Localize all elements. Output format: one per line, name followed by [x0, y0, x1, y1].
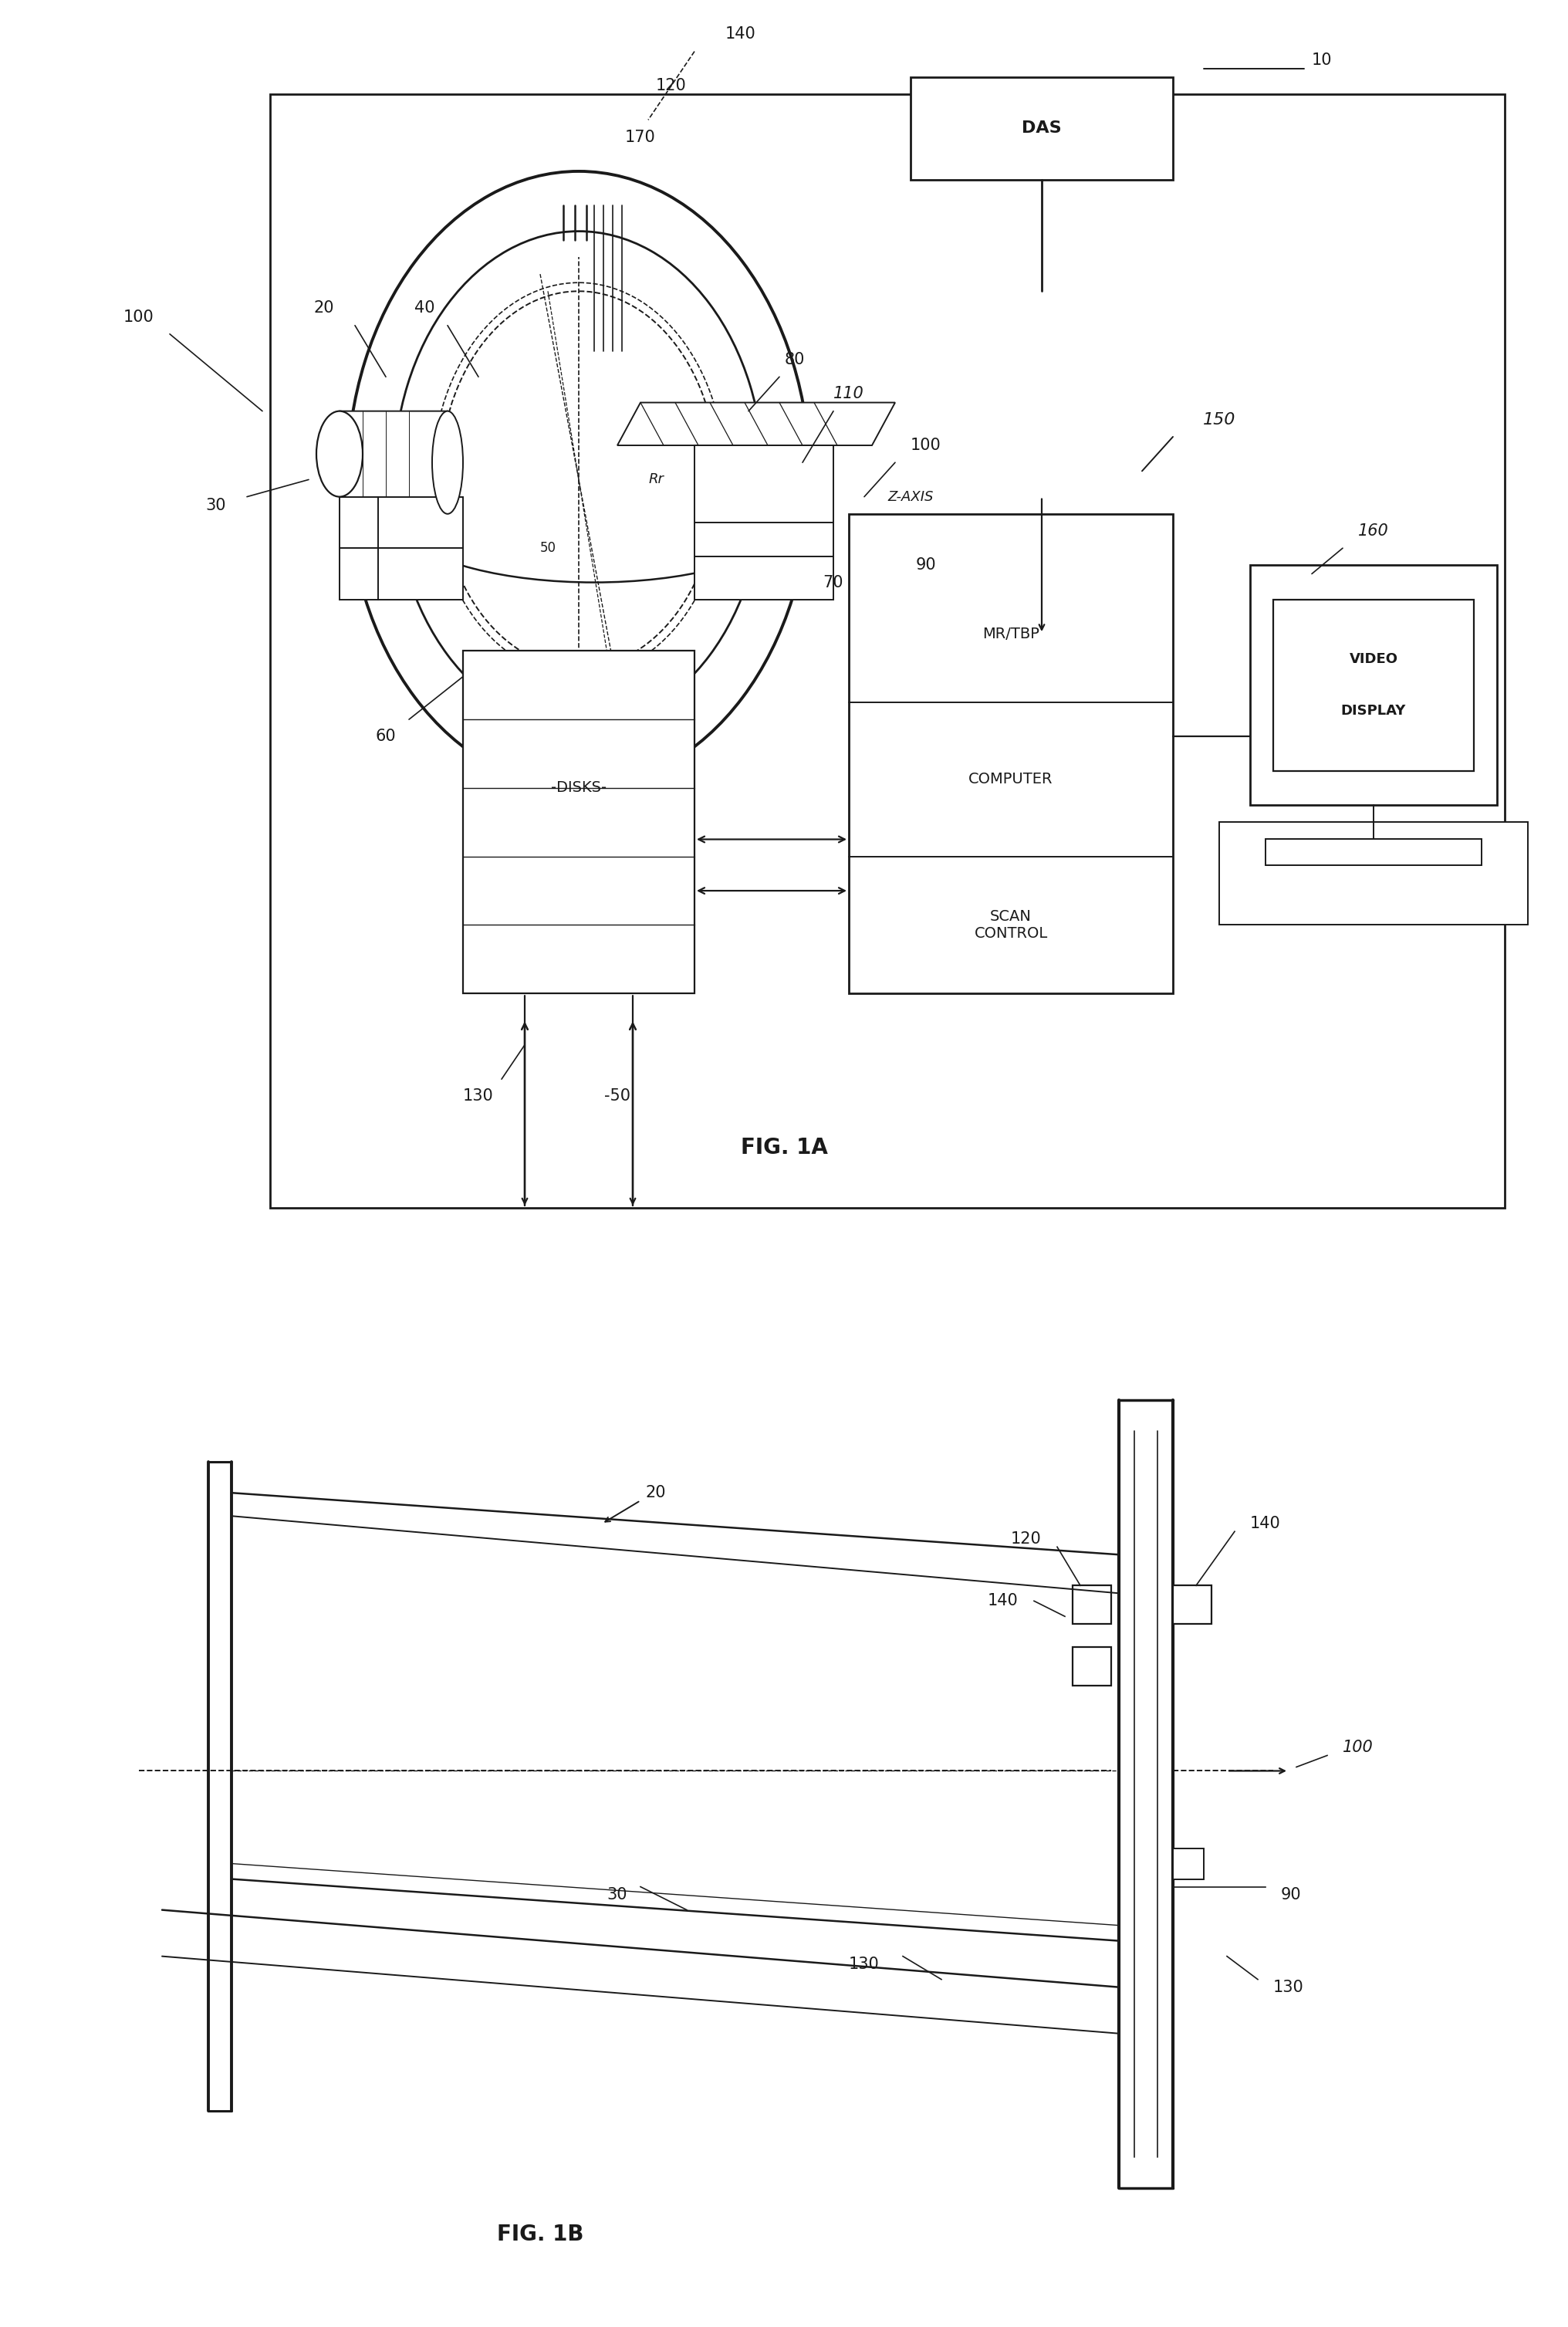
Text: -DISKS-: -DISKS-	[550, 780, 607, 796]
Text: DAS: DAS	[1022, 121, 1062, 137]
Bar	[1073, 1585, 1112, 1624]
Bar	[695, 444, 833, 600]
Text: 140: 140	[1250, 1515, 1281, 1531]
Bar	[270, 93, 1505, 1208]
Text: 80: 80	[784, 351, 804, 368]
Text: 30: 30	[205, 498, 226, 512]
Circle shape	[1290, 773, 1319, 803]
Text: 50: 50	[539, 542, 557, 556]
Text: Z-AXIS: Z-AXIS	[887, 489, 933, 503]
Text: Rr: Rr	[648, 472, 663, 486]
Ellipse shape	[317, 412, 362, 496]
Bar	[1250, 565, 1497, 805]
Text: 160: 160	[1358, 524, 1389, 540]
Bar	[1265, 840, 1482, 866]
Text: 100: 100	[124, 309, 154, 323]
Text: 120: 120	[1011, 1531, 1041, 1547]
Bar	[1173, 1848, 1204, 1878]
Bar	[1073, 1648, 1112, 1687]
Bar	[1273, 600, 1474, 770]
Text: 10: 10	[1312, 51, 1333, 67]
Text: 140: 140	[726, 26, 756, 42]
Text: DISPLAY: DISPLAY	[1341, 705, 1406, 717]
Text: 130: 130	[1273, 1980, 1305, 1994]
Bar	[848, 514, 1173, 994]
Text: 90: 90	[916, 558, 936, 572]
Text: 100: 100	[911, 437, 941, 454]
Text: 170: 170	[626, 130, 655, 144]
Text: 140: 140	[988, 1594, 1019, 1608]
Text: FIG. 1A: FIG. 1A	[740, 1138, 828, 1159]
Text: SCAN
CONTROL: SCAN CONTROL	[974, 910, 1047, 940]
Bar	[1173, 1585, 1212, 1624]
Text: 100: 100	[1342, 1741, 1374, 1755]
Text: 120: 120	[655, 77, 687, 93]
Text: 40: 40	[414, 300, 434, 316]
Text: FIG. 1B: FIG. 1B	[497, 2225, 583, 2246]
Text: 130: 130	[848, 1957, 880, 1971]
Ellipse shape	[433, 412, 463, 514]
Bar	[340, 496, 463, 600]
Text: 130: 130	[463, 1089, 494, 1103]
Polygon shape	[618, 403, 895, 444]
Polygon shape	[340, 412, 447, 514]
Text: MR/TBP: MR/TBP	[983, 626, 1040, 642]
Bar	[1220, 821, 1527, 926]
Text: COMPUTER: COMPUTER	[969, 773, 1054, 787]
Text: -50: -50	[604, 1089, 630, 1103]
Text: VIDEO: VIDEO	[1348, 652, 1397, 666]
Text: 30: 30	[607, 1887, 627, 1901]
Text: 60: 60	[376, 728, 397, 745]
Text: 20: 20	[314, 300, 334, 316]
Circle shape	[1428, 773, 1457, 803]
Bar	[463, 652, 695, 994]
Text: 150: 150	[1203, 412, 1236, 428]
Text: 90: 90	[1281, 1887, 1301, 1901]
Text: 20: 20	[646, 1485, 666, 1501]
Text: 110: 110	[834, 386, 864, 403]
Text: 70: 70	[823, 575, 844, 591]
Bar	[911, 77, 1173, 179]
